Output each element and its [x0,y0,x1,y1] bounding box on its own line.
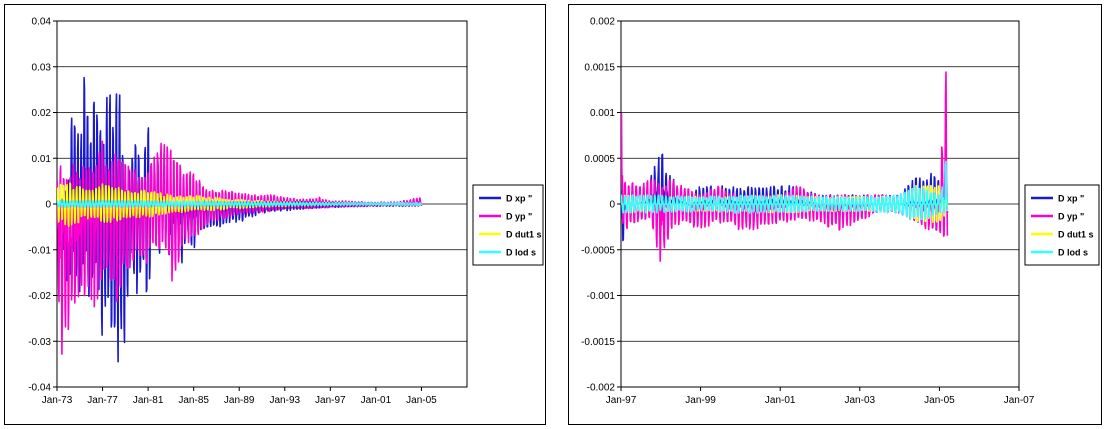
x-tick-label: Jan-89 [224,395,255,406]
series-line [621,160,949,220]
y-tick-label: 0.0005 [584,154,615,165]
x-tick-label: Jan-97 [606,395,637,406]
legend-label: D xp " [1058,194,1084,204]
x-tick-label: Jan-77 [87,395,118,406]
x-tick-label: Jan-05 [924,395,955,406]
y-tick-label: -0.01 [28,245,51,256]
x-tick-label: Jan-07 [1004,395,1035,406]
x-tick-label: Jan-03 [844,395,875,406]
y-tick-label: 0.03 [32,62,52,73]
y-tick-label: 0 [45,200,51,211]
y-tick-label: 0 [609,200,615,211]
chart-svg-right: 0.002 0.0015 0.001 0.0005 0 -0.0005 -0.001 -0.0… [581,17,1100,406]
chart-panel-left: 0.04 0.03 0.02 0.01 0 -0.01 -0.02 -0.03 -0.04 Jan… [4,4,546,425]
legend-label: D lod s [1058,248,1088,258]
y-tick-label: -0.0005 [581,245,615,256]
y-tick-label: -0.04 [28,383,51,394]
x-tick-label: Jan-81 [133,395,164,406]
x-tick-label: Jan-73 [42,395,73,406]
legend-label: D lod s [506,248,536,258]
legend: D xp " D yp " D dut1 s D lod s [1024,184,1100,266]
y-tick-label: -0.03 [28,337,51,348]
x-tick-label: Jan-01 [361,395,392,406]
chart-svg-left: 0.040.030.020.010-0.01-0.02-0.03-0.04Jan… [28,17,544,406]
series-line [57,199,423,209]
legend-label: D yp " [506,212,532,222]
x-tick-label: Jan-99 [685,395,716,406]
x-tick-label: Jan-05 [406,395,437,406]
y-tick-label: 0.02 [32,108,52,119]
legend-label: D dut1 s [506,230,542,240]
chart-panel-right: 0.002 0.0015 0.001 0.0005 0 -0.0005 -0.001 -0.0… [568,4,1102,425]
y-tick-label: 0.002 [590,17,615,28]
y-tick-label: 0.01 [32,154,52,165]
legend-label: D yp " [1058,212,1084,222]
y-tick-label: -0.02 [28,291,51,302]
y-tick-label: -0.001 [587,291,616,302]
y-tick-label: -0.002 [587,383,616,394]
legend-label: D xp " [506,194,532,204]
legend-label: D dut1 s [1058,230,1094,240]
y-tick-label: 0.001 [590,108,615,119]
y-tick-label: 0.04 [32,17,52,28]
y-tick-label: 0.0015 [584,62,615,73]
x-tick-label: Jan-93 [269,395,300,406]
x-tick-label: Jan-01 [765,395,796,406]
legend: D xp " D yp " D dut1 s D lod s [472,184,544,266]
x-tick-label: Jan-97 [315,395,346,406]
y-tick-label: -0.0015 [581,337,615,348]
x-tick-label: Jan-85 [178,395,209,406]
